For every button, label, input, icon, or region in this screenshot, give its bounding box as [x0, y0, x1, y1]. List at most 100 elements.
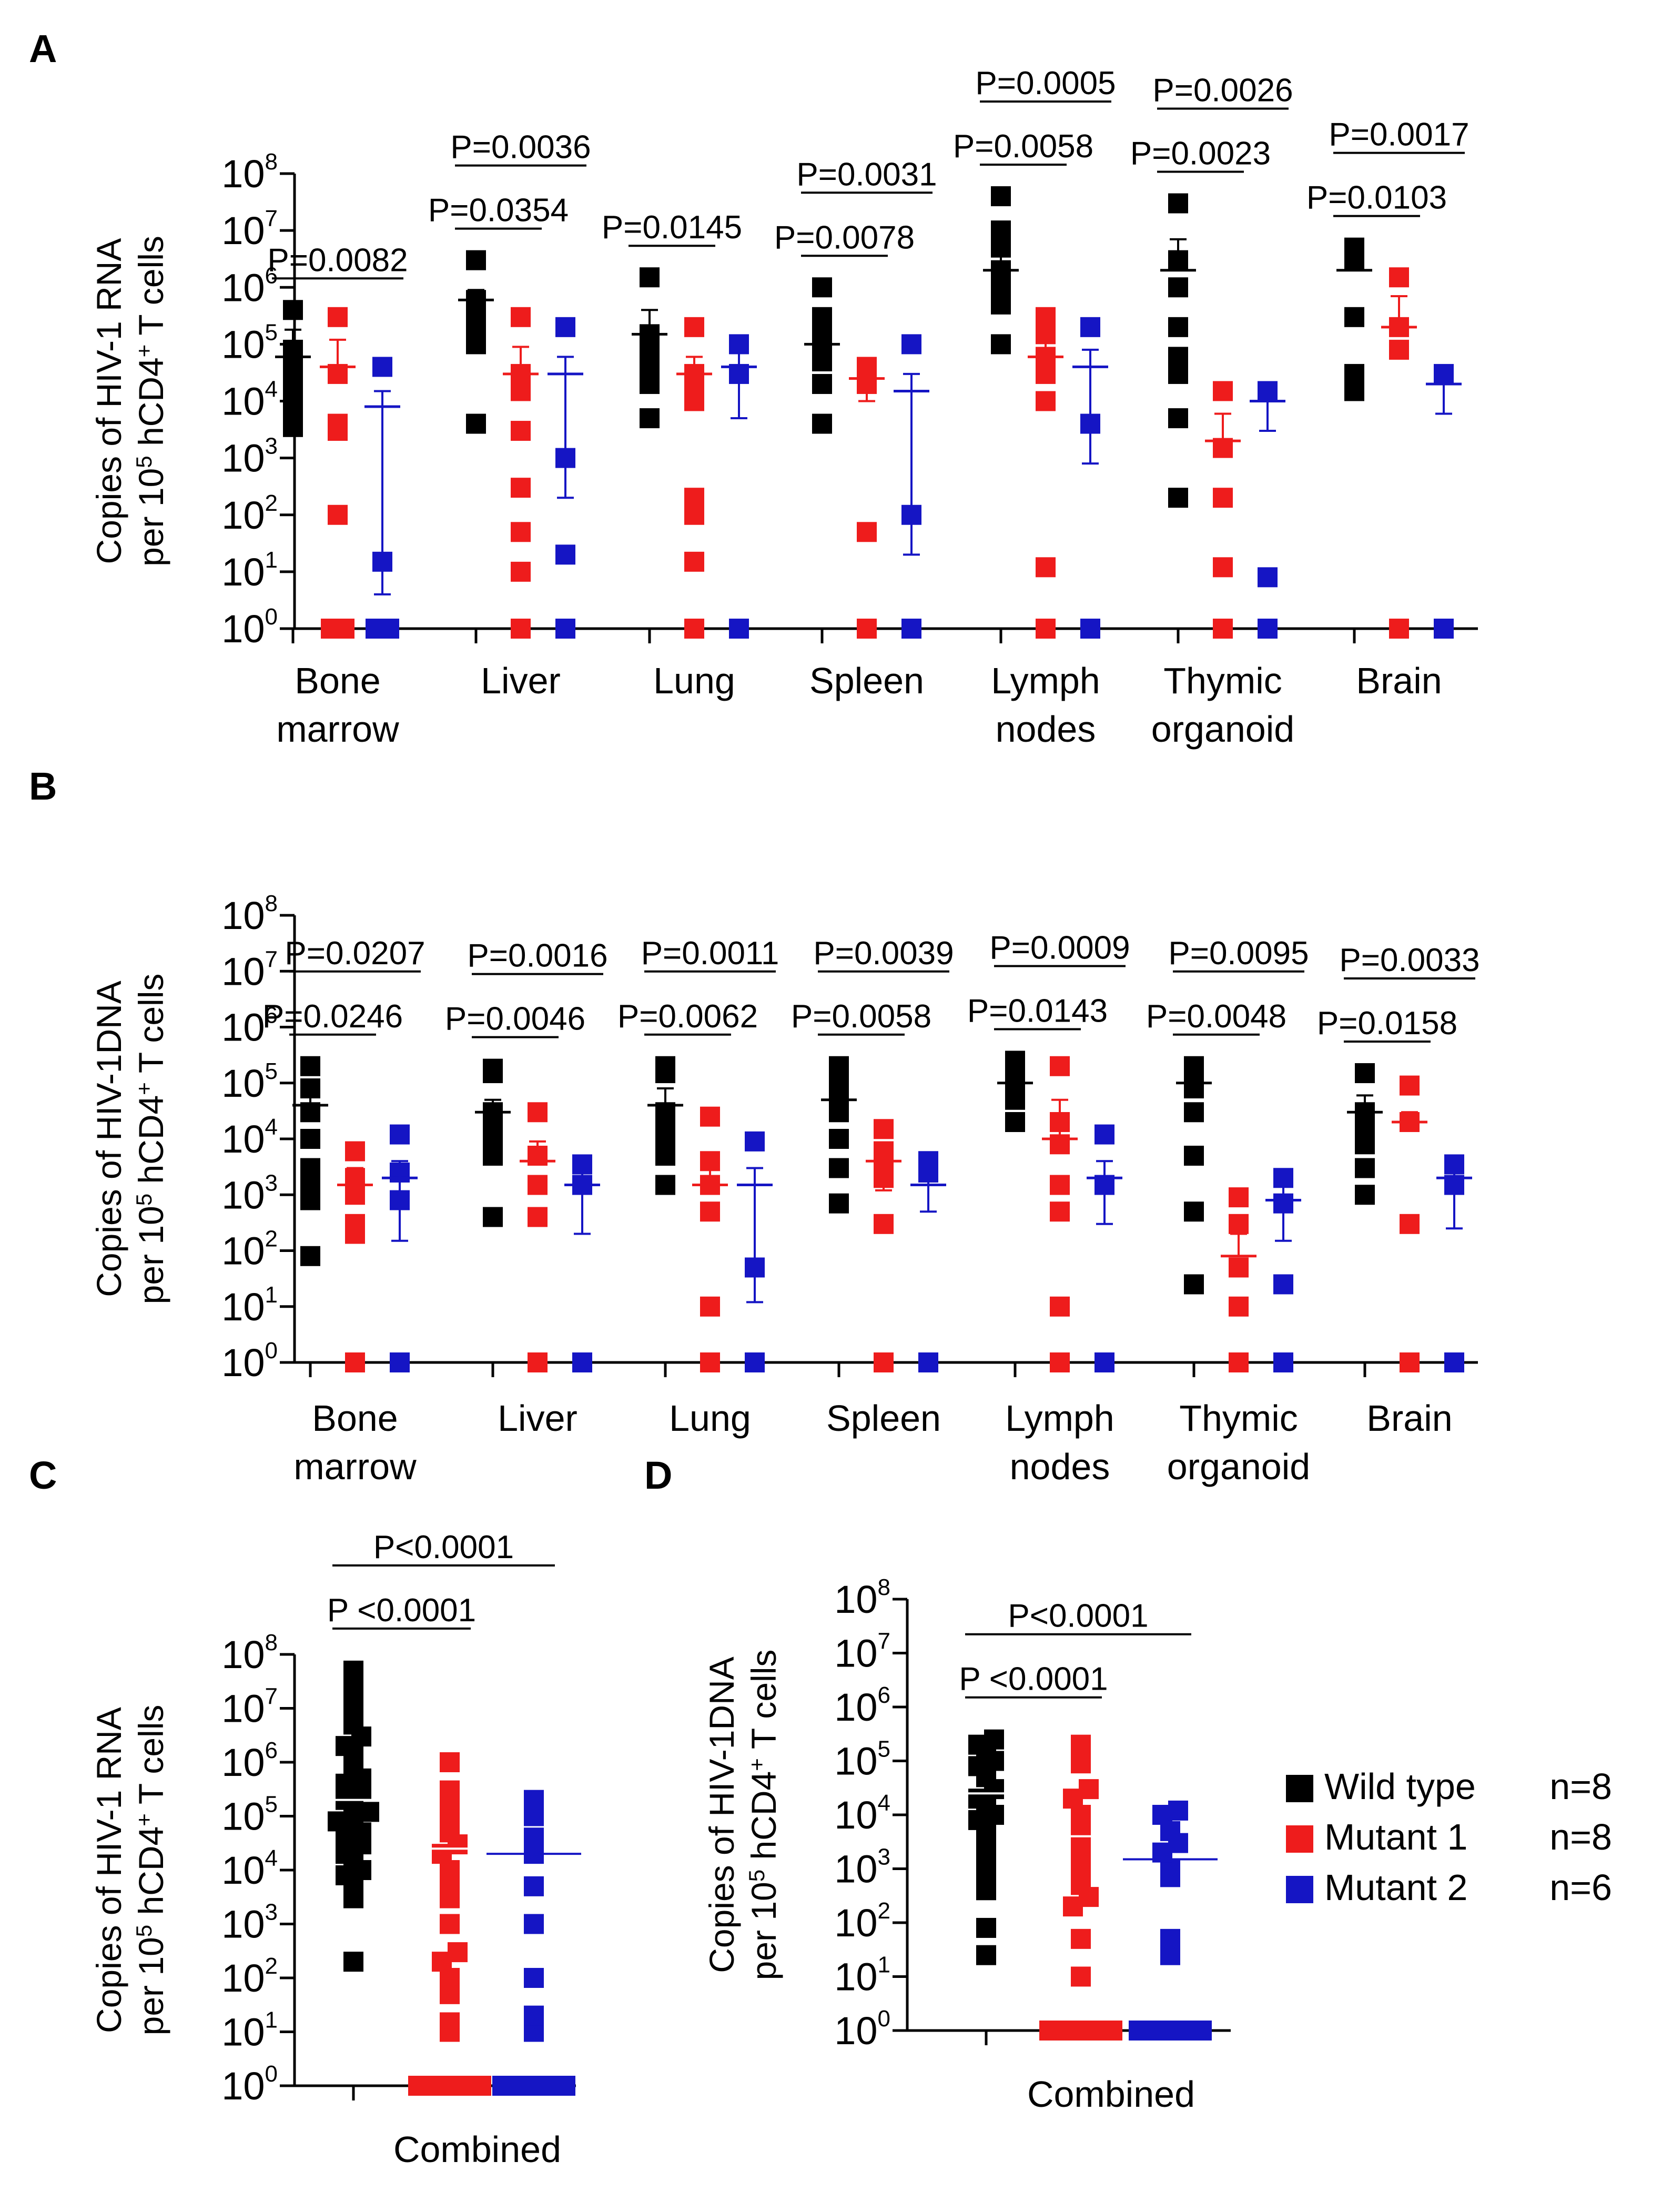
- p-value-label: P=0.0023: [1130, 136, 1271, 172]
- data-point-mutant-1: [440, 1914, 460, 1934]
- data-point-mutant-1: [440, 1752, 460, 1772]
- y-tick-base: 10: [221, 550, 265, 594]
- y-tick-label: 104: [221, 1845, 278, 1892]
- data-point-mutant-1: [700, 1106, 720, 1127]
- y-tick-label: 108: [834, 1574, 890, 1621]
- data-point-wild-type: [991, 294, 1011, 315]
- data-point-mutant-1: [1400, 1075, 1420, 1096]
- y-axis-label-line2: per 105 hCD4+ T cells: [744, 1650, 783, 1981]
- y-tick-label: 101: [221, 547, 278, 594]
- category-label: Thymic: [1179, 1398, 1298, 1439]
- data-point-mutant-2: [524, 1876, 544, 1896]
- data-point-mutant-2: [572, 1352, 592, 1372]
- y-tick-label: 101: [221, 2007, 278, 2054]
- y-tick-label: 100: [221, 604, 278, 651]
- y-tick-label: 103: [221, 1900, 278, 1946]
- category-label: Lung: [669, 1398, 751, 1439]
- data-point-mutant-2: [1080, 619, 1100, 639]
- data-point-mutant-2: [524, 2005, 544, 2026]
- data-point-mutant-2: [524, 1914, 544, 1934]
- p-value-label: P<0.0001: [373, 1529, 514, 1565]
- p-value-label: P=0.0036: [450, 129, 591, 166]
- p-value-label: P=0.0017: [1329, 117, 1469, 153]
- y-tick-base: 10: [221, 1795, 265, 1839]
- category-label: organoid: [1151, 709, 1294, 750]
- data-point-mutant-1: [1036, 557, 1056, 578]
- y-tick-exponent: 3: [265, 1900, 278, 1925]
- y-tick-label: 105: [834, 1736, 890, 1783]
- y-tick-exponent: 4: [265, 1845, 278, 1871]
- data-point-mutant-2: [1095, 1124, 1114, 1145]
- y-tick-label: 108: [221, 891, 278, 937]
- y-tick-base: 10: [221, 1117, 265, 1161]
- p-value-label: P=0.0011: [641, 935, 779, 972]
- category-label: Bone: [312, 1398, 398, 1439]
- data-point-mutant-1: [684, 391, 704, 411]
- y-axis-label-segment: hCD4: [131, 1826, 170, 1925]
- data-point-wild-type: [829, 1193, 849, 1214]
- data-point-mutant-2: [379, 619, 399, 639]
- p-value-label: P=0.0158: [1317, 1005, 1457, 1042]
- data-point-mutant-1: [874, 1214, 894, 1234]
- data-point-wild-type: [655, 1129, 675, 1149]
- y-tick-base: 10: [221, 607, 265, 651]
- data-point-wild-type: [283, 300, 303, 320]
- y-tick-label: 105: [221, 1058, 278, 1105]
- y-axis-label-superscript: 5: [131, 1194, 156, 1206]
- data-point-mutant-1: [1071, 1753, 1091, 1774]
- y-axis-label-segment: hCD4: [131, 1095, 170, 1194]
- data-point-mutant-1: [511, 381, 531, 401]
- y-tick-exponent: 2: [265, 1226, 278, 1252]
- data-point-mutant-1: [1079, 1779, 1099, 1800]
- data-point-mutant-1: [1213, 381, 1233, 401]
- data-point-wild-type: [991, 186, 1011, 207]
- data-point-wild-type: [1344, 307, 1364, 327]
- data-point-mutant-1: [345, 1352, 365, 1372]
- legend: Wild type n=8 Mutant 1 n=8 Mutant 2 n=6: [1286, 1766, 1612, 1908]
- data-point-mutant-1: [440, 1780, 460, 1801]
- data-point-mutant-2: [524, 1827, 544, 1848]
- zero-value-cluster: [413, 2076, 487, 2096]
- data-point-mutant-1: [1213, 488, 1233, 508]
- y-tick-exponent: 6: [878, 1682, 890, 1708]
- data-point-wild-type: [300, 1056, 320, 1076]
- y-axis-label-line2: per 105 hCD4+ T cells: [131, 236, 170, 567]
- y-tick-label: 100: [221, 2061, 278, 2108]
- y-axis-label-segment: per 10: [131, 1206, 170, 1304]
- y-tick-base: 10: [221, 380, 265, 423]
- y-tick-exponent: 6: [265, 1003, 278, 1028]
- legend-swatch-wild-type: [1286, 1775, 1313, 1802]
- y-tick-exponent: 0: [878, 2006, 890, 2032]
- y-tick-base: 10: [834, 1901, 877, 1945]
- data-point-mutant-1: [1400, 1214, 1420, 1234]
- data-point-mutant-2: [901, 334, 921, 355]
- y-tick-base: 10: [221, 1062, 265, 1105]
- data-point-wild-type: [343, 1660, 363, 1681]
- y-tick-exponent: 0: [265, 604, 278, 630]
- y-tick-exponent: 5: [878, 1736, 890, 1762]
- p-value-label: P=0.0207: [285, 935, 425, 972]
- y-tick-base: 10: [221, 1173, 265, 1217]
- data-point-mutant-1: [328, 504, 348, 525]
- data-point-mutant-1: [511, 307, 531, 327]
- p-value-label: P=0.0145: [602, 209, 742, 246]
- y-tick-label: 107: [834, 1629, 890, 1675]
- data-point-mutant-1: [328, 413, 348, 434]
- data-point-mutant-1: [1050, 1201, 1070, 1222]
- data-point-wild-type: [300, 1129, 320, 1149]
- data-point-mutant-1: [1071, 1928, 1091, 1949]
- data-point-mutant-1: [1071, 1734, 1091, 1755]
- data-point-mutant-1: [1229, 1257, 1249, 1278]
- data-point-mutant-1: [328, 307, 348, 327]
- data-point-wild-type: [300, 1246, 320, 1266]
- data-point-mutant-1: [1050, 1056, 1070, 1076]
- data-point-mutant-1: [528, 1175, 548, 1195]
- data-point-mutant-1: [345, 1185, 365, 1205]
- data-point-mutant-1: [440, 2012, 460, 2033]
- y-axis-label-line2: per 105 hCD4+ T cells: [131, 1705, 170, 2036]
- y-tick-label: 105: [221, 1792, 278, 1839]
- data-point-mutant-1: [1213, 619, 1233, 639]
- data-point-mutant-2: [901, 619, 921, 639]
- y-tick-label: 107: [221, 946, 278, 993]
- data-point-mutant-1: [1400, 1352, 1420, 1372]
